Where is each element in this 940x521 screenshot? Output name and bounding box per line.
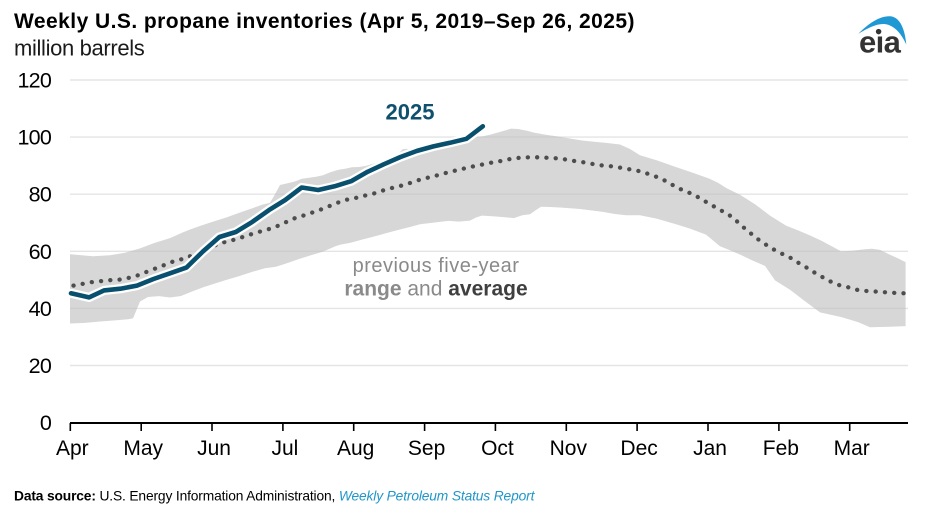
svg-text:20: 20 <box>29 354 52 378</box>
svg-text:120: 120 <box>18 69 52 93</box>
svg-text:Jul: Jul <box>271 437 298 460</box>
svg-text:Dec: Dec <box>620 437 657 460</box>
svg-text:Mar: Mar <box>834 437 870 460</box>
svg-text:May: May <box>123 437 163 460</box>
svg-text:Nov: Nov <box>550 437 588 460</box>
svg-text:million barrels: million barrels <box>14 35 145 60</box>
svg-text:2025: 2025 <box>386 99 435 124</box>
svg-text:40: 40 <box>29 297 52 321</box>
svg-text:Feb: Feb <box>763 437 799 460</box>
svg-text:60: 60 <box>29 240 52 264</box>
svg-text:previous five-year: previous five-year <box>353 255 520 277</box>
svg-text:Aug: Aug <box>337 437 374 460</box>
svg-text:Weekly U.S. propane inventorie: Weekly U.S. propane inventories (Apr 5, … <box>14 10 635 33</box>
svg-text:Jun: Jun <box>197 437 231 460</box>
svg-text:Apr: Apr <box>56 437 89 460</box>
svg-text:range and average: range and average <box>344 278 527 301</box>
svg-text:0: 0 <box>40 411 52 435</box>
svg-text:100: 100 <box>18 126 52 150</box>
svg-text:Data source: U.S. Energy Infor: Data source: U.S. Energy Information Adm… <box>14 489 536 504</box>
svg-text:Sep: Sep <box>408 437 445 460</box>
svg-text:Jan: Jan <box>693 437 727 460</box>
svg-text:Oct: Oct <box>481 437 514 460</box>
svg-text:80: 80 <box>29 183 52 207</box>
